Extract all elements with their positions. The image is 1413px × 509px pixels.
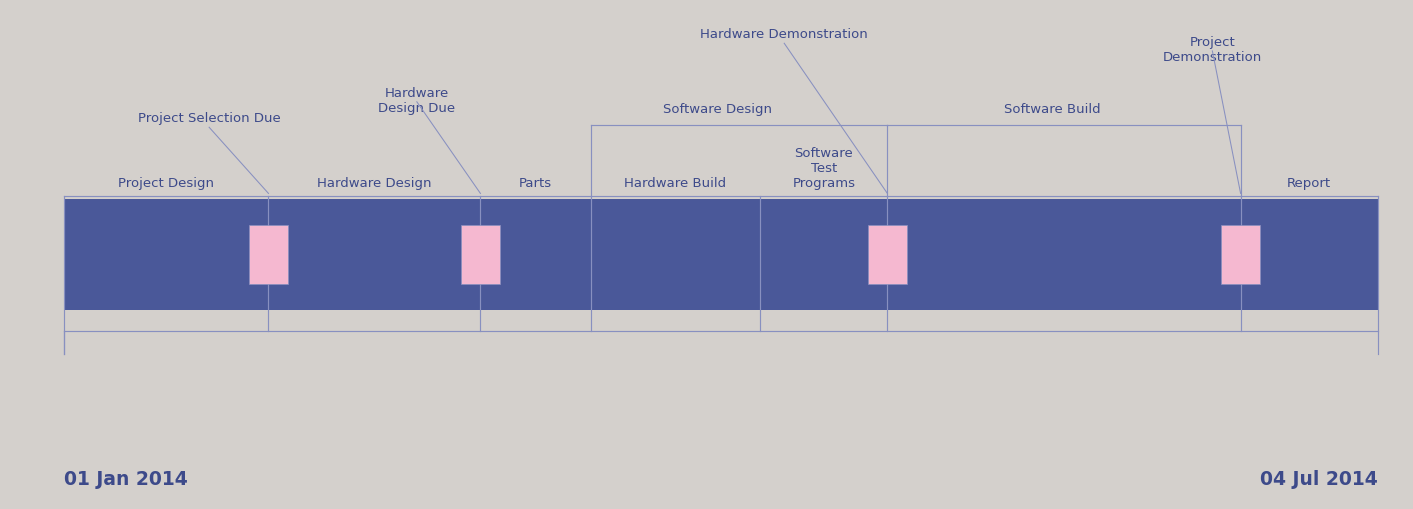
Text: Software Build: Software Build [1005, 102, 1101, 116]
Text: 04 Jul 2014: 04 Jul 2014 [1260, 470, 1378, 489]
Text: Project Design: Project Design [119, 177, 213, 190]
Text: 01 Jan 2014: 01 Jan 2014 [64, 470, 188, 489]
Text: Software
Test
Programs: Software Test Programs [793, 147, 855, 190]
Bar [64, 199, 1378, 310]
Text: Project Selection Due: Project Selection Due [137, 112, 281, 125]
Text: Hardware
Design Due: Hardware Design Due [379, 87, 455, 115]
Bar [868, 225, 907, 284]
Text: Report: Report [1287, 177, 1331, 190]
Text: Software Design: Software Design [663, 102, 773, 116]
Bar [461, 225, 500, 284]
Text: Parts: Parts [519, 177, 552, 190]
Text: Hardware Demonstration: Hardware Demonstration [701, 28, 868, 41]
Text: Project
Demonstration: Project Demonstration [1163, 36, 1262, 64]
Bar [1221, 225, 1260, 284]
Text: Hardware Design: Hardware Design [317, 177, 432, 190]
Bar [249, 225, 288, 284]
Text: Hardware Build: Hardware Build [625, 177, 726, 190]
